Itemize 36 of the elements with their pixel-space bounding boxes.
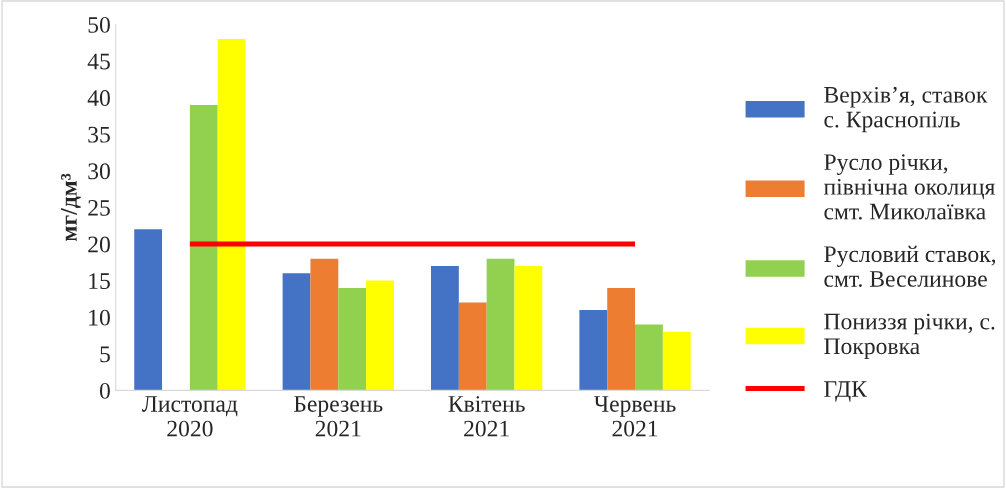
legend-label: Русловий ставок, смт. Веселинове — [824, 245, 996, 287]
legend-label: Верхів’я, ставок с. Краснопіль — [824, 86, 988, 133]
y-axis-title: мг/дм³ — [61, 173, 81, 242]
y-tick-label: 40 — [87, 90, 110, 107]
bar — [189, 104, 218, 391]
y-tick-label: 30 — [88, 163, 110, 180]
y-tick-label: 15 — [89, 273, 110, 290]
bar — [217, 39, 246, 391]
bar — [134, 229, 163, 391]
y-tick-label: 35 — [88, 126, 110, 143]
x-tick-label: Червень 2021 — [594, 396, 676, 437]
y-tick-label: 20 — [88, 236, 110, 253]
legend-label: Русло річки, північна околиця смт. Миколаївка — [823, 154, 995, 220]
y-tick-label: 45 — [87, 53, 110, 70]
y-tick-label: 5 — [100, 346, 110, 363]
bar — [579, 309, 608, 391]
bar — [431, 265, 459, 391]
x-tick-label: Листопад 2020 — [142, 396, 238, 437]
bar — [338, 287, 367, 391]
y-tick-label: 10 — [89, 309, 110, 326]
bar — [514, 265, 543, 391]
bar — [310, 258, 339, 391]
legend-label: ГДК — [824, 381, 868, 402]
bar — [662, 331, 691, 391]
bar — [635, 324, 663, 391]
y-tick-label: 25 — [88, 199, 110, 216]
bar — [366, 280, 394, 391]
bar — [458, 302, 487, 391]
x-tick-label: Березень 2021 — [294, 396, 383, 437]
legend-label: Пониззя річки, с. Покровка — [824, 313, 995, 360]
bar — [607, 287, 636, 391]
bar — [282, 273, 311, 391]
y-tick-label: 0 — [99, 382, 110, 399]
x-tick-label: Квітень 2021 — [448, 396, 525, 437]
y-tick-label: 50 — [88, 16, 110, 33]
bar — [486, 258, 515, 391]
